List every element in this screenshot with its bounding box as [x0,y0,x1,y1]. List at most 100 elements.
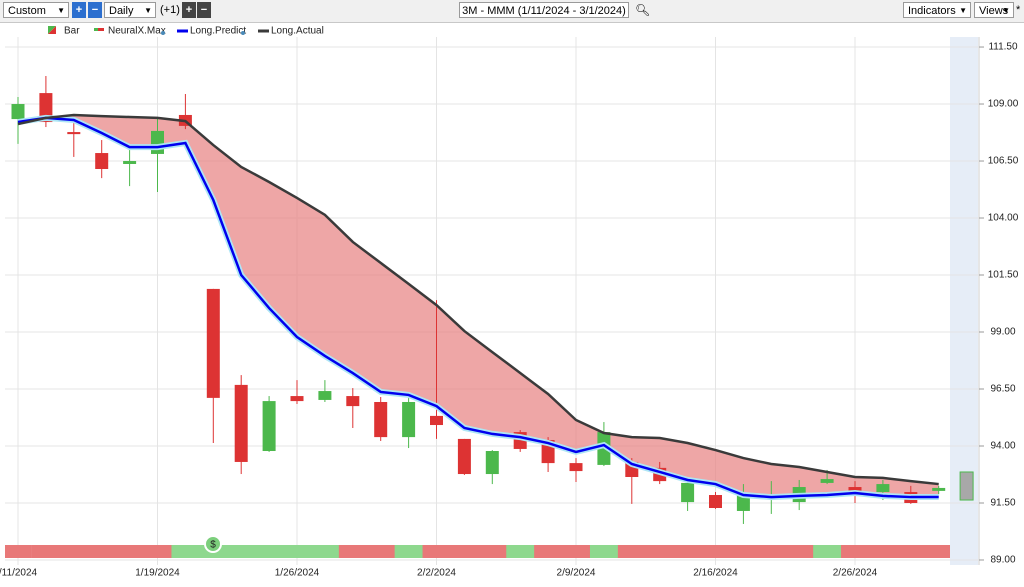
range-select[interactable]: Custom [3,2,69,19]
signal-cell [366,545,396,558]
candle-body [457,438,471,475]
signal-cell [645,545,675,558]
signal-cell [310,545,340,558]
signal-cell [506,545,535,558]
signal-cell [5,545,32,558]
candle-body [569,463,583,472]
signal-cell [924,545,950,558]
signal-cell [59,545,89,558]
candle-body [346,396,360,407]
zoom-in[interactable]: + [72,2,86,18]
signal-cell [143,545,172,558]
candle-body [123,161,137,164]
candle-body [485,451,499,475]
candle-body [736,495,750,511]
y-tick-label: 111.50 [988,42,1018,53]
signal-cell [729,545,758,558]
signal-cell [757,545,786,558]
candle-body [374,401,388,438]
y-tick-label: 109.00 [988,99,1019,110]
y-tick-label: 106.50 [988,156,1019,167]
signal-cell [115,545,145,558]
symbol-title[interactable]: 3M - MMM (1/11/2024 - 3/1/2024) [459,2,629,18]
candle-body [206,288,220,398]
legend-label: Bar [64,26,80,37]
y-tick-label: 99.00 [990,327,1015,338]
offset: (+1) [160,4,180,16]
legend-dot [241,31,245,35]
candle-body [95,153,109,169]
line-glow [17,114,939,501]
signal-cell [868,545,898,558]
offset-plus[interactable]: + [182,2,196,18]
candle-body [67,132,81,135]
indicators-menu[interactable]: Indicators [903,2,971,19]
legend-label: NeuralX.Max [108,26,166,37]
legend-icon [48,26,56,34]
signal-cell [478,545,507,558]
signal-cell [534,545,563,558]
toolbar: Custom + − Daily (+1) + − 3M - MMM (1/11… [0,0,1024,23]
signal-cell [31,545,61,558]
candle-body [820,479,834,483]
signal-cell [87,545,117,558]
series-line [17,116,939,499]
search[interactable]: 🔍︎ [635,3,651,17]
candle-body [234,384,248,462]
candle-body [11,104,25,120]
candle-body [709,495,722,509]
y-tick-label: 91.50 [990,498,1015,509]
candle-body [430,415,443,426]
zoom-out[interactable]: − [88,2,102,18]
signal-cell [813,545,842,558]
candle-body [262,401,276,452]
chart: 89.00 91.50 94.00 96.50 99.00 101.50 104.00 106… [0,26,1019,579]
signal-cell [785,545,814,558]
signal-cell [617,545,647,558]
offset-minus[interactable]: − [197,2,211,18]
forecast-body [959,471,974,501]
signal-cell [171,545,200,558]
views-menu[interactable]: Views [974,2,1014,19]
x-tick-label: 2/9/2024 [557,568,596,579]
signal-cell [338,545,368,558]
x-tick-label: 1/26/2024 [275,568,320,579]
signal-cell [673,545,703,558]
y-tick-label: 104.00 [988,213,1019,224]
signal-icon [204,535,222,553]
signal-cell [589,545,619,558]
legend-icon [94,28,98,31]
signal-cell [841,545,870,558]
signal-cell [422,545,451,558]
x-tick-label: 2/26/2024 [833,568,878,579]
y-tick-label: 96.50 [990,384,1015,395]
candle-body [318,391,332,400]
signal-cell [283,545,312,558]
interval-select[interactable]: Daily [104,2,156,19]
y-tick-label: 101.50 [988,270,1019,281]
candle-body [151,130,164,154]
signal-icon-glyph: $ [210,540,216,551]
x-tick-label: 1/19/2024 [135,568,180,579]
series-line [17,113,939,486]
legend-label: Long.Predict [190,26,246,37]
legend-label: Long.Actual [271,26,324,37]
candle-body [932,487,946,491]
signal-cell [701,545,730,558]
y-tick-label: 94.00 [990,441,1015,452]
signal-cell [227,545,256,558]
signal-cell [255,545,284,558]
candle-body [402,401,416,438]
signal-cell [450,545,479,558]
x-tick-label: 2/16/2024 [693,568,738,579]
candle-body [876,484,890,493]
legend-icon [98,28,104,31]
spread-area [18,114,939,498]
signal-cell [394,545,424,558]
signal-cell [896,545,926,558]
x-tick-label: 2/2/2024 [417,568,456,579]
views-star: * [1016,4,1021,16]
y-tick-label: 89.00 [990,555,1015,566]
legend-dot [161,31,165,35]
x-tick-label: /11/2024 [0,568,38,579]
